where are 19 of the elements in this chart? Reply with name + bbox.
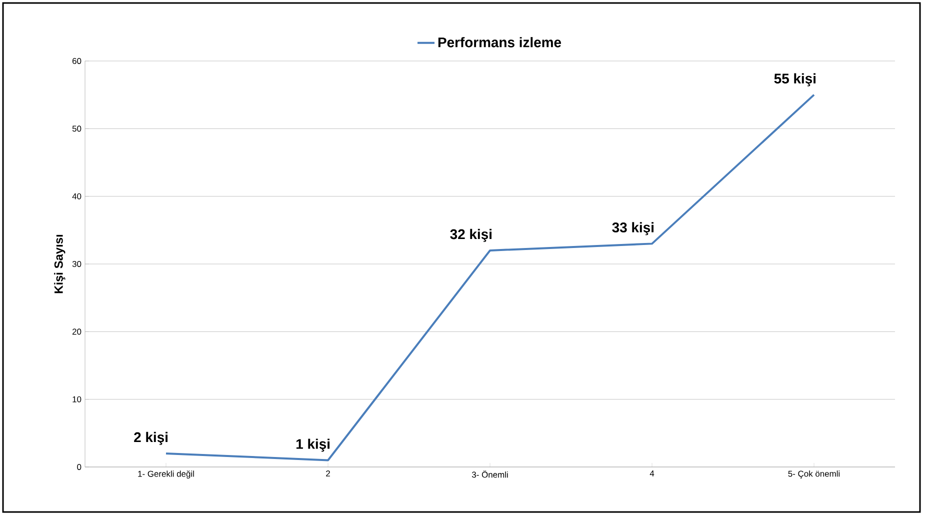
data-label: 33 kişi [612,222,654,236]
y-tick-label: 60 [72,58,82,64]
data-label: 1 kişi [296,438,330,452]
data-label: 32 kişi [450,228,492,242]
y-tick-label: 30 [72,260,82,267]
y-tick-label: 20 [72,328,82,335]
y-axis-title: Kişi Sayısı [54,234,66,294]
y-tick-label: 40 [72,193,82,200]
x-tick-label: 4 [650,470,654,476]
x-tick-label: 2 [326,470,330,476]
data-label: 2 kişi [134,432,168,445]
x-tick-label: 1- Gerekli değil [138,470,194,478]
y-tick-label: 0 [77,464,82,470]
x-tick-label: 3- Önemli [472,470,508,478]
data-label: 55 kişi [774,73,816,86]
y-tick-label: 50 [72,126,82,132]
x-tick-label: 5- Çok önemli [788,470,840,478]
y-tick-label: 10 [72,396,82,402]
legend-label: Performans izleme [438,37,562,48]
